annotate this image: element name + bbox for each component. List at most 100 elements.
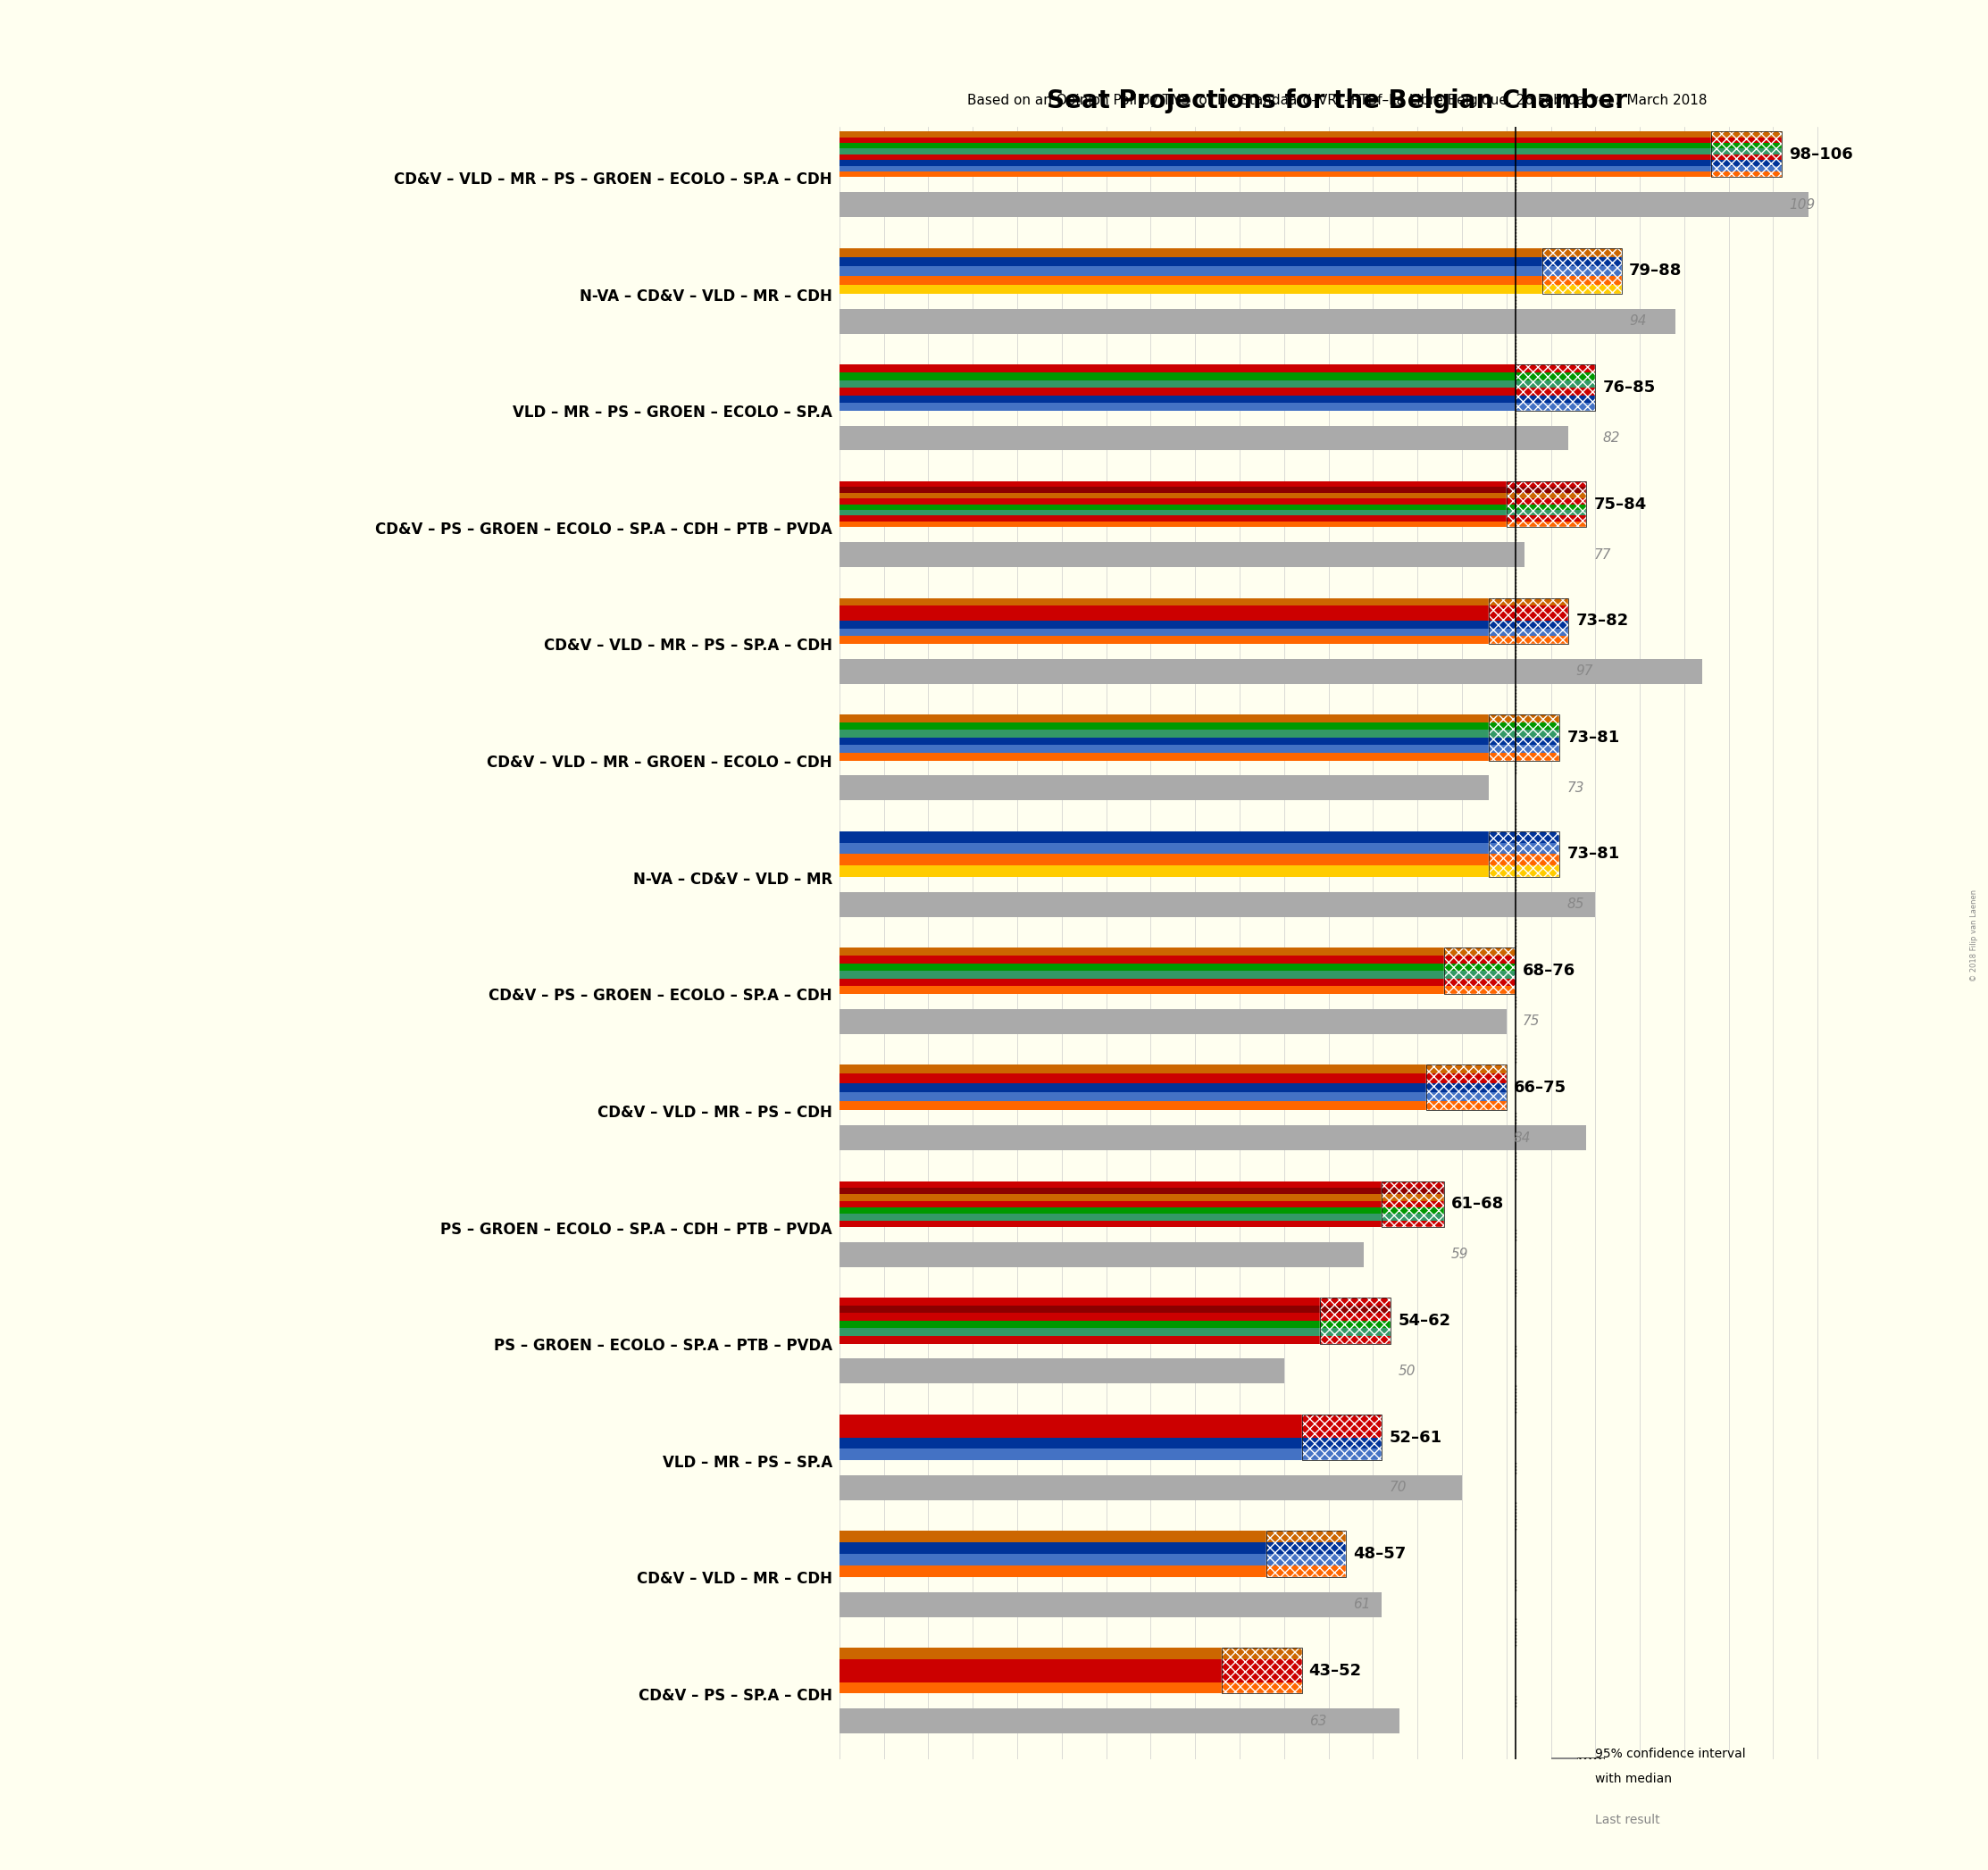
Text: 61: 61	[1354, 1597, 1372, 1612]
Bar	[839, 598, 1489, 606]
Text: 98–106: 98–106	[1789, 146, 1853, 163]
Bar	[839, 1092, 1425, 1101]
Bar	[839, 494, 1507, 499]
Bar	[839, 1591, 1382, 1618]
Bar	[1320, 1313, 1392, 1320]
Bar	[839, 1182, 1382, 1187]
Bar	[839, 137, 1712, 142]
Bar	[1320, 1298, 1392, 1345]
Bar	[1320, 1298, 1392, 1345]
Bar	[839, 776, 1489, 800]
Bar	[1489, 598, 1569, 606]
Bar	[839, 155, 1712, 161]
Bar	[1507, 499, 1586, 505]
Bar	[839, 365, 1515, 372]
Bar	[1382, 1201, 1443, 1208]
Text: 79–88: 79–88	[1628, 264, 1682, 279]
Bar	[839, 1214, 1382, 1221]
Bar	[1489, 598, 1569, 643]
Bar	[1712, 131, 1781, 178]
Bar	[839, 380, 1515, 387]
Bar	[1489, 843, 1561, 855]
Text: VLD – MR – PS – GROEN – ECOLO – SP.A: VLD – MR – PS – GROEN – ECOLO – SP.A	[513, 404, 833, 421]
Bar	[1489, 714, 1561, 761]
Bar	[839, 1670, 1223, 1681]
Bar	[1489, 598, 1569, 643]
Bar	[1543, 249, 1622, 294]
Bar	[1515, 372, 1594, 380]
Bar	[839, 511, 1507, 516]
Bar	[1302, 1414, 1382, 1460]
Bar	[1515, 387, 1594, 395]
Bar	[839, 481, 1507, 486]
Bar	[839, 754, 1489, 761]
Bar	[1551, 1820, 1604, 1846]
Bar	[839, 737, 1489, 744]
Bar	[1515, 365, 1594, 411]
Bar	[1489, 729, 1561, 737]
Bar	[1320, 1298, 1392, 1305]
Bar	[839, 714, 1489, 722]
Bar	[1489, 832, 1561, 877]
Bar	[1515, 380, 1594, 387]
Text: 50: 50	[1398, 1365, 1415, 1378]
Bar	[1443, 948, 1515, 993]
Bar	[839, 1208, 1382, 1214]
Bar	[1489, 714, 1561, 761]
Bar	[1425, 1064, 1507, 1111]
Bar	[839, 1320, 1320, 1328]
Bar	[1382, 1182, 1443, 1187]
Bar	[839, 486, 1507, 494]
Text: 75–84: 75–84	[1594, 496, 1646, 512]
Text: 73–81: 73–81	[1567, 729, 1620, 746]
Bar	[1489, 855, 1561, 866]
Bar	[1443, 948, 1515, 956]
Bar	[1515, 365, 1594, 411]
Bar	[839, 309, 1676, 335]
Bar	[1543, 275, 1622, 284]
Bar	[1443, 948, 1515, 993]
Bar	[839, 1543, 1266, 1554]
Bar	[1223, 1670, 1302, 1681]
Bar	[1551, 1758, 1578, 1799]
Bar	[839, 722, 1489, 729]
Bar	[1302, 1438, 1382, 1449]
Bar	[1425, 1073, 1507, 1083]
Bar	[839, 744, 1489, 754]
Bar	[839, 193, 1809, 217]
Bar	[839, 542, 1525, 567]
Bar	[1382, 1195, 1443, 1201]
Bar	[839, 832, 1489, 843]
Text: CD&V – VLD – MR – CDH: CD&V – VLD – MR – CDH	[636, 1571, 833, 1588]
Bar	[1443, 963, 1515, 971]
Text: CD&V – PS – SP.A – CDH: CD&V – PS – SP.A – CDH	[638, 1689, 833, 1704]
Text: 82: 82	[1602, 432, 1620, 445]
Bar	[839, 1298, 1320, 1305]
Bar	[1443, 971, 1515, 978]
Bar	[839, 172, 1712, 178]
Bar	[1302, 1449, 1382, 1460]
Bar	[839, 729, 1489, 737]
Bar	[839, 1438, 1302, 1449]
Bar	[1443, 956, 1515, 963]
Bar	[839, 249, 1543, 258]
Text: CD&V – PS – GROEN – ECOLO – SP.A – CDH – PTB – PVDA: CD&V – PS – GROEN – ECOLO – SP.A – CDH –…	[376, 522, 833, 537]
Text: 75: 75	[1523, 1015, 1541, 1028]
Bar	[1712, 166, 1781, 172]
Text: 95% confidence interval: 95% confidence interval	[1594, 1747, 1745, 1760]
Bar	[839, 1195, 1382, 1201]
Bar	[839, 1414, 1302, 1427]
Bar	[1266, 1532, 1346, 1576]
Bar	[1489, 628, 1569, 636]
Bar	[1302, 1414, 1382, 1460]
Bar	[1507, 481, 1586, 486]
Bar	[839, 1475, 1461, 1500]
Text: 77: 77	[1594, 548, 1610, 561]
Bar	[839, 266, 1543, 275]
Bar	[1223, 1647, 1302, 1694]
Bar	[839, 1659, 1223, 1670]
Bar	[839, 963, 1443, 971]
Text: 66–75: 66–75	[1513, 1079, 1567, 1096]
Bar	[1425, 1064, 1507, 1073]
Bar	[839, 1532, 1266, 1543]
